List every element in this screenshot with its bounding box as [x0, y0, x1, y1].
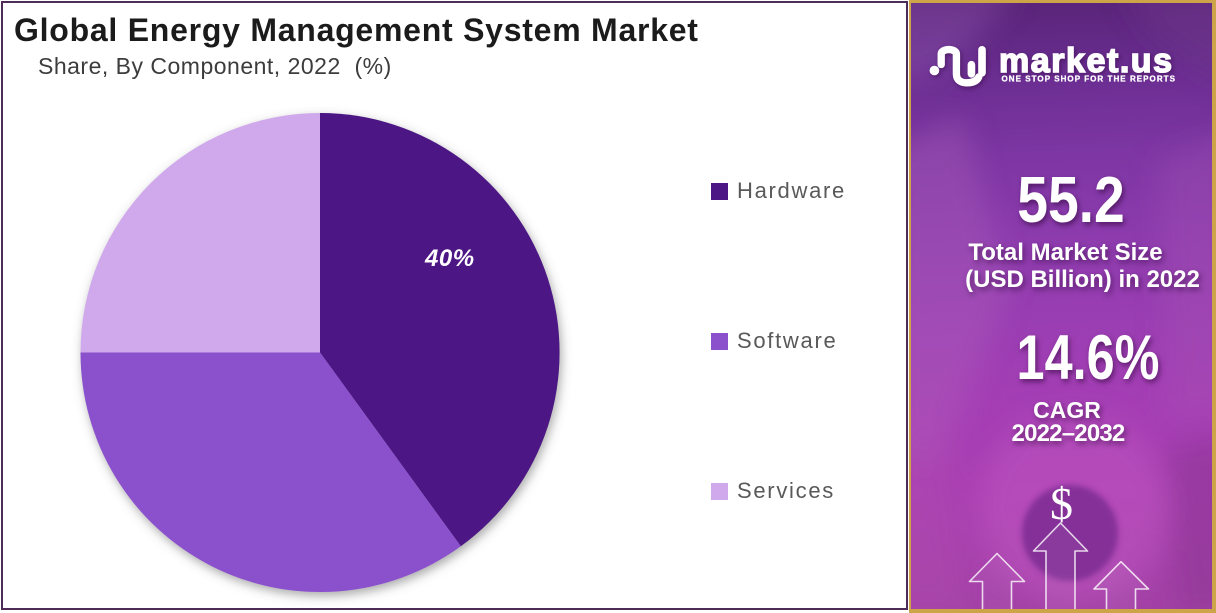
svg-text:ONE STOP SHOP FOR THE REPORTS: ONE STOP SHOP FOR THE REPORTS: [1002, 74, 1176, 83]
svg-text:market.us: market.us: [999, 42, 1174, 80]
